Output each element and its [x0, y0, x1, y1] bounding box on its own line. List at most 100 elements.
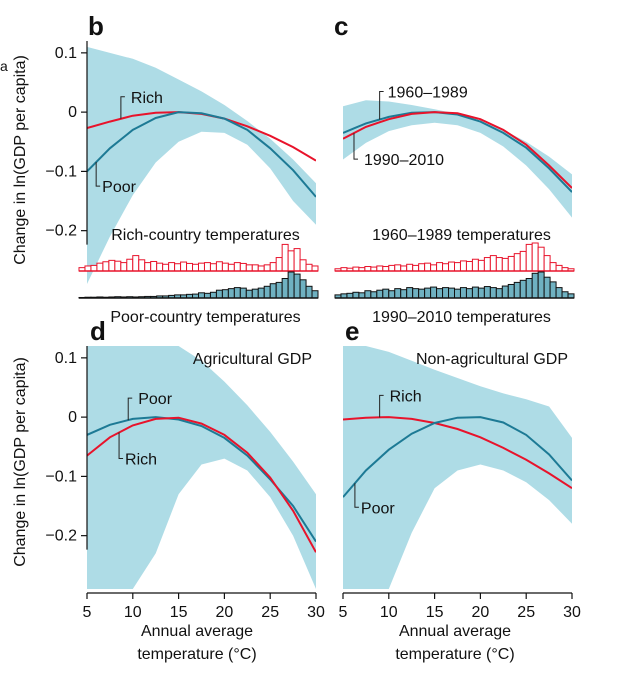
- hist-bar-top-b-7: [120, 262, 128, 272]
- hist-bar-top-c-26: [489, 255, 497, 272]
- x-axis-label-left-line1: Annual average: [141, 623, 253, 640]
- hist-bar-bottom-c-9: [388, 290, 396, 299]
- hist-bar-bottom-c-30: [513, 281, 521, 299]
- hist-bar-top-b-24: [221, 262, 229, 272]
- hist-bar-top-b-10: [138, 259, 146, 272]
- hist-bar-top-c-16: [430, 264, 438, 272]
- series-label-d-0: Poor: [138, 391, 172, 408]
- y-tick-label-d-0: 0.1: [55, 350, 77, 367]
- panel-letter-d: d: [90, 316, 106, 346]
- hist-bar-top-c-37: [555, 264, 563, 272]
- series-label-c-0: 1960–1989: [388, 84, 468, 101]
- hist-bar-top-c-15: [424, 262, 432, 272]
- hist-bar-bottom-b-20: [198, 292, 205, 299]
- hist-bar-top-b-3: [96, 262, 104, 272]
- series-label-e-1: Poor: [361, 500, 395, 517]
- hist-bar-top-c-24: [477, 259, 485, 272]
- x-axis-label-right-line2: temperature (°C): [395, 646, 514, 663]
- hist-bar-top-b-22: [209, 263, 217, 272]
- hist-bar-bottom-c-32: [525, 278, 533, 299]
- series-line-e-1: [343, 416, 572, 498]
- hist-bar-top-b-4: [102, 261, 110, 272]
- series-line-d-1: [87, 416, 316, 553]
- hist-bar-top-c-13: [412, 264, 420, 272]
- panel-title-d: Agricultural GDP: [193, 351, 312, 368]
- hist-bar-bottom-c-19: [448, 287, 455, 299]
- hist-bar-bottom-b-30: [257, 287, 265, 299]
- hist-bar-bottom-b-28: [245, 289, 253, 299]
- hist-bar-bottom-b-29: [251, 288, 259, 299]
- y-tick-label-d-1: 0: [68, 409, 77, 426]
- label-leader-d-0: [127, 397, 133, 421]
- hist-bar-bottom-c-24: [477, 287, 485, 299]
- hist-bar-top-b-34: [281, 243, 289, 272]
- hist-bar-bottom-c-3: [352, 291, 360, 299]
- hist-bar-bottom-c-13: [412, 288, 420, 299]
- hist-bar-bottom-c-36: [549, 281, 557, 299]
- label-leader-c-1: [353, 133, 358, 160]
- series-label-c-1: 1990–2010: [364, 152, 444, 169]
- hist-bar-bottom-c-33: [531, 272, 539, 299]
- label-leader-e-0: [379, 394, 384, 418]
- hist-bar-top-b-8: [126, 258, 134, 272]
- hist-bar-top-c-31: [519, 250, 527, 272]
- hist-bar-top-c-25: [483, 257, 491, 272]
- panel-letter-c: c: [334, 11, 348, 41]
- hist-bar-bottom-b-27: [239, 287, 247, 299]
- hist-bar-top-c-29: [507, 255, 515, 272]
- hist-bar-top-b-9: [132, 255, 140, 272]
- hist-bar-top-c-12: [406, 263, 414, 272]
- hist-bar-bottom-c-35: [543, 276, 551, 299]
- hist-bar-top-b-32: [269, 262, 277, 272]
- hist-bar-bottom-c-8: [382, 288, 390, 299]
- confidence-band-d: [87, 346, 316, 589]
- hist-bar-bottom-c-37: [555, 287, 563, 299]
- hist-label-top-b: Rich-country temperatures: [111, 227, 300, 244]
- hist-bar-bottom-b-23: [215, 289, 223, 299]
- confidence-band-e: [343, 346, 572, 589]
- x-tick-label-e-3: 20: [472, 604, 490, 621]
- hist-bar-bottom-c-12: [406, 287, 414, 299]
- hist-bar-bottom-c-18: [442, 287, 450, 299]
- hist-bar-top-c-9: [388, 264, 396, 272]
- panel-title-e: Non-agricultural GDP: [416, 351, 568, 368]
- hist-bar-bottom-c-38: [561, 291, 569, 299]
- hist-bar-bottom-c-4: [358, 292, 366, 299]
- y-tick-label-b-3: −0.2: [45, 223, 77, 240]
- hist-bar-top-c-32: [525, 243, 533, 272]
- hist-label-bottom-b: Poor-country temperatures: [110, 309, 300, 326]
- hist-bar-bottom-b-22: [209, 291, 217, 299]
- hist-bar-top-b-26: [233, 262, 241, 272]
- panel-letter-b: b: [88, 11, 104, 41]
- hist-bar-bottom-c-14: [418, 288, 426, 299]
- hist-bar-bottom-c-21: [459, 287, 467, 299]
- corner-letter: a: [0, 58, 8, 74]
- x-tick-label-d-2: 15: [170, 604, 188, 621]
- hist-bar-bottom-c-10: [394, 288, 402, 299]
- hist-bar-bottom-b-35: [287, 271, 295, 299]
- hist-bar-bottom-c-28: [501, 285, 509, 299]
- hist-bar-top-c-22: [465, 260, 473, 272]
- x-tick-label-e-0: 5: [339, 604, 348, 621]
- hist-bar-top-c-17: [436, 262, 444, 272]
- series-line-c-0: [343, 111, 572, 193]
- hist-bar-top-b-15: [168, 262, 176, 272]
- hist-bar-top-b-5: [108, 259, 116, 272]
- series-label-b-1: Poor: [102, 179, 136, 196]
- label-leader-b-0: [120, 96, 125, 119]
- hist-bar-bottom-c-29: [507, 283, 515, 299]
- hist-bar-bottom-c-20: [454, 288, 461, 299]
- hist-bar-top-c-10: [394, 264, 402, 272]
- label-leader-c-0: [379, 90, 384, 120]
- series-line-e-0: [343, 416, 572, 490]
- x-axis-label-left-line2: temperature (°C): [137, 646, 256, 663]
- hist-bar-top-b-1: [84, 265, 92, 272]
- hist-bar-top-c-27: [495, 257, 503, 272]
- hist-bar-top-b-28: [245, 264, 253, 272]
- y-tick-label-b-2: −0.1: [45, 163, 77, 180]
- hist-bar-top-b-35: [287, 250, 295, 272]
- hist-bar-bottom-c-16: [430, 286, 438, 299]
- hist-bar-bottom-c-6: [370, 291, 378, 299]
- panel-letter-e: e: [345, 316, 359, 346]
